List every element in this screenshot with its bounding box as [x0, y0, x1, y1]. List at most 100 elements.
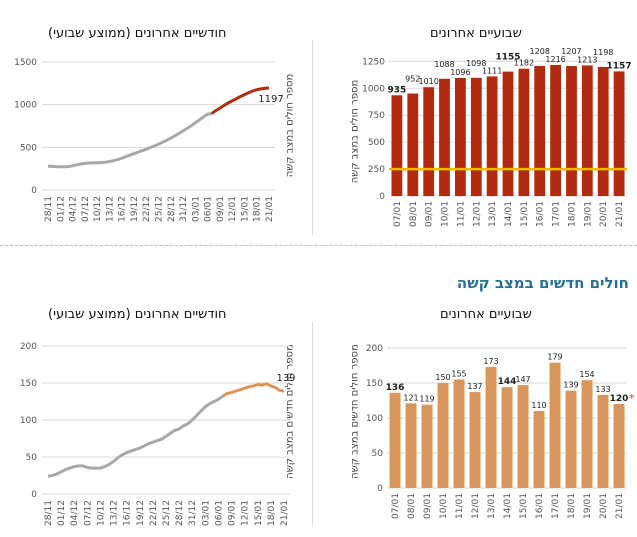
x-tick-label: 07/12	[81, 196, 91, 222]
x-tick-label: 12/01	[228, 196, 238, 222]
bar-value-label: 133	[595, 385, 610, 394]
y-tick-label: 750	[368, 111, 385, 121]
chart-bottom-right: 05010015020013607/0112108/0111909/011501…	[366, 344, 635, 519]
x-tick-label: 04/12	[69, 196, 79, 222]
series-line-history	[47, 112, 212, 169]
x-tick-label: 15/01	[520, 201, 530, 227]
x-tick-label: 06/01	[204, 196, 214, 222]
x-tick-label: 08/01	[409, 201, 419, 227]
chart-top-left: 0 500 1000 1500 28/11 01/12 04/12 07/12 10/12 13/…	[14, 58, 284, 222]
bar	[566, 66, 577, 196]
bar-value-label: 120	[610, 394, 629, 404]
y-tick-label: 200	[366, 344, 383, 354]
bar	[453, 379, 465, 488]
y-tick-label: 200	[20, 342, 37, 352]
bar	[421, 404, 433, 488]
bar-value-label: 147	[515, 375, 530, 384]
bar	[597, 67, 609, 196]
bar	[469, 392, 481, 488]
x-tick-label: 15/01	[240, 196, 250, 222]
y-tick-label: 250	[368, 165, 385, 175]
y-tick-label: 0	[31, 490, 37, 500]
x-tick-label: 28/11	[44, 196, 54, 222]
y-tick-label: 500	[20, 143, 37, 153]
y-tick-label: 0	[379, 192, 385, 202]
x-tick-label: 28/12	[175, 500, 185, 526]
x-tick-label: 04/12	[70, 500, 80, 526]
bar-value-label: 139	[563, 381, 578, 390]
x-tick-label: 10/01	[441, 201, 451, 227]
bar-value-label: 1096	[450, 68, 470, 77]
x-tick-label: 11/01	[456, 201, 466, 227]
x-tick-label: 09/01	[216, 196, 226, 222]
y-tick-label: 50	[26, 453, 38, 463]
chart-title-bottom-right: שבועיים אחרונים	[440, 307, 532, 322]
y-tick-label: 0	[377, 484, 383, 494]
x-tick-label: 18/01	[253, 196, 263, 222]
bar	[423, 87, 435, 196]
y-tick-label: 100	[366, 414, 383, 424]
bar-value-label: 173	[483, 357, 498, 366]
chart-title-top-right: שבועיים אחרונים	[430, 26, 522, 41]
bar	[613, 404, 625, 488]
series-line-history	[47, 395, 224, 478]
x-tick-label: 14/01	[504, 201, 514, 227]
section-divider	[0, 245, 637, 246]
bar	[533, 411, 545, 488]
x-tick-label: 19/12	[136, 500, 146, 526]
bar-value-label: 119	[419, 395, 434, 404]
x-tick-label: 18/01	[567, 201, 577, 227]
bar	[613, 71, 625, 196]
bar	[407, 93, 419, 196]
bar-value-label: 136	[386, 383, 405, 393]
x-tick-label: 31/12	[179, 196, 189, 222]
bar-value-label: 1207	[561, 47, 581, 56]
x-tick-label: 25/12	[155, 196, 165, 222]
y-tick-label: 500	[368, 138, 385, 148]
x-tick-label: 14/01	[503, 493, 513, 519]
x-tick-label: 16/01	[535, 493, 545, 519]
x-tick-label: 16/12	[123, 500, 133, 526]
x-tick-label: 12/01	[471, 493, 481, 519]
bar-value-label: 935	[388, 85, 407, 95]
x-tick-label: 21/01	[615, 201, 625, 227]
x-tick-label: 13/01	[487, 493, 497, 519]
bar-value-label: 110	[531, 401, 546, 410]
bar	[470, 77, 482, 196]
x-tick-label: 16/01	[536, 201, 546, 227]
y-tick-label: 0	[31, 186, 37, 196]
x-tick-label: 13/12	[110, 500, 120, 526]
x-tick-label: 13/12	[105, 196, 115, 222]
y-tick-label: 50	[372, 449, 384, 459]
bar	[581, 65, 593, 197]
x-tick-label: 10/01	[439, 493, 449, 519]
y-tick-label: 1500	[14, 58, 37, 68]
chart-top-right: 0 250 500 750 1000 1250 935 07/01 952 08/01 1010 09…	[362, 47, 632, 227]
bar	[501, 387, 513, 488]
x-tick-label: 25/12	[162, 500, 172, 526]
x-tick-label: 20/01	[599, 201, 609, 227]
bar-value-label: 137	[467, 382, 482, 391]
bar	[550, 65, 561, 196]
chart-title-top-left: חודשיים אחרונים (ממוצע שבועי)	[48, 26, 227, 41]
y-tick-label: 100	[20, 416, 37, 426]
bar	[405, 403, 417, 488]
y-tick-label: 1000	[362, 84, 385, 94]
x-tick-label: 12/01	[241, 500, 251, 526]
end-value-label: 1197	[258, 94, 283, 105]
x-tick-label: 22/12	[149, 500, 159, 526]
x-tick-label: 03/01	[201, 500, 211, 526]
bar	[549, 362, 561, 488]
bar-value-label: 1213	[577, 55, 597, 64]
panel-divider-bottom	[312, 322, 313, 527]
x-tick-label: 01/12	[57, 500, 67, 526]
bar-value-label: 121	[403, 393, 418, 402]
x-tick-label: 18/01	[267, 500, 277, 526]
bar	[439, 78, 450, 196]
x-tick-label: 01/12	[56, 196, 66, 222]
bar-value-label: 1216	[545, 55, 565, 64]
y-tick-label: 1250	[362, 57, 385, 67]
bar	[534, 65, 546, 197]
bar	[565, 390, 577, 488]
x-tick-label: 28/12	[167, 196, 177, 222]
